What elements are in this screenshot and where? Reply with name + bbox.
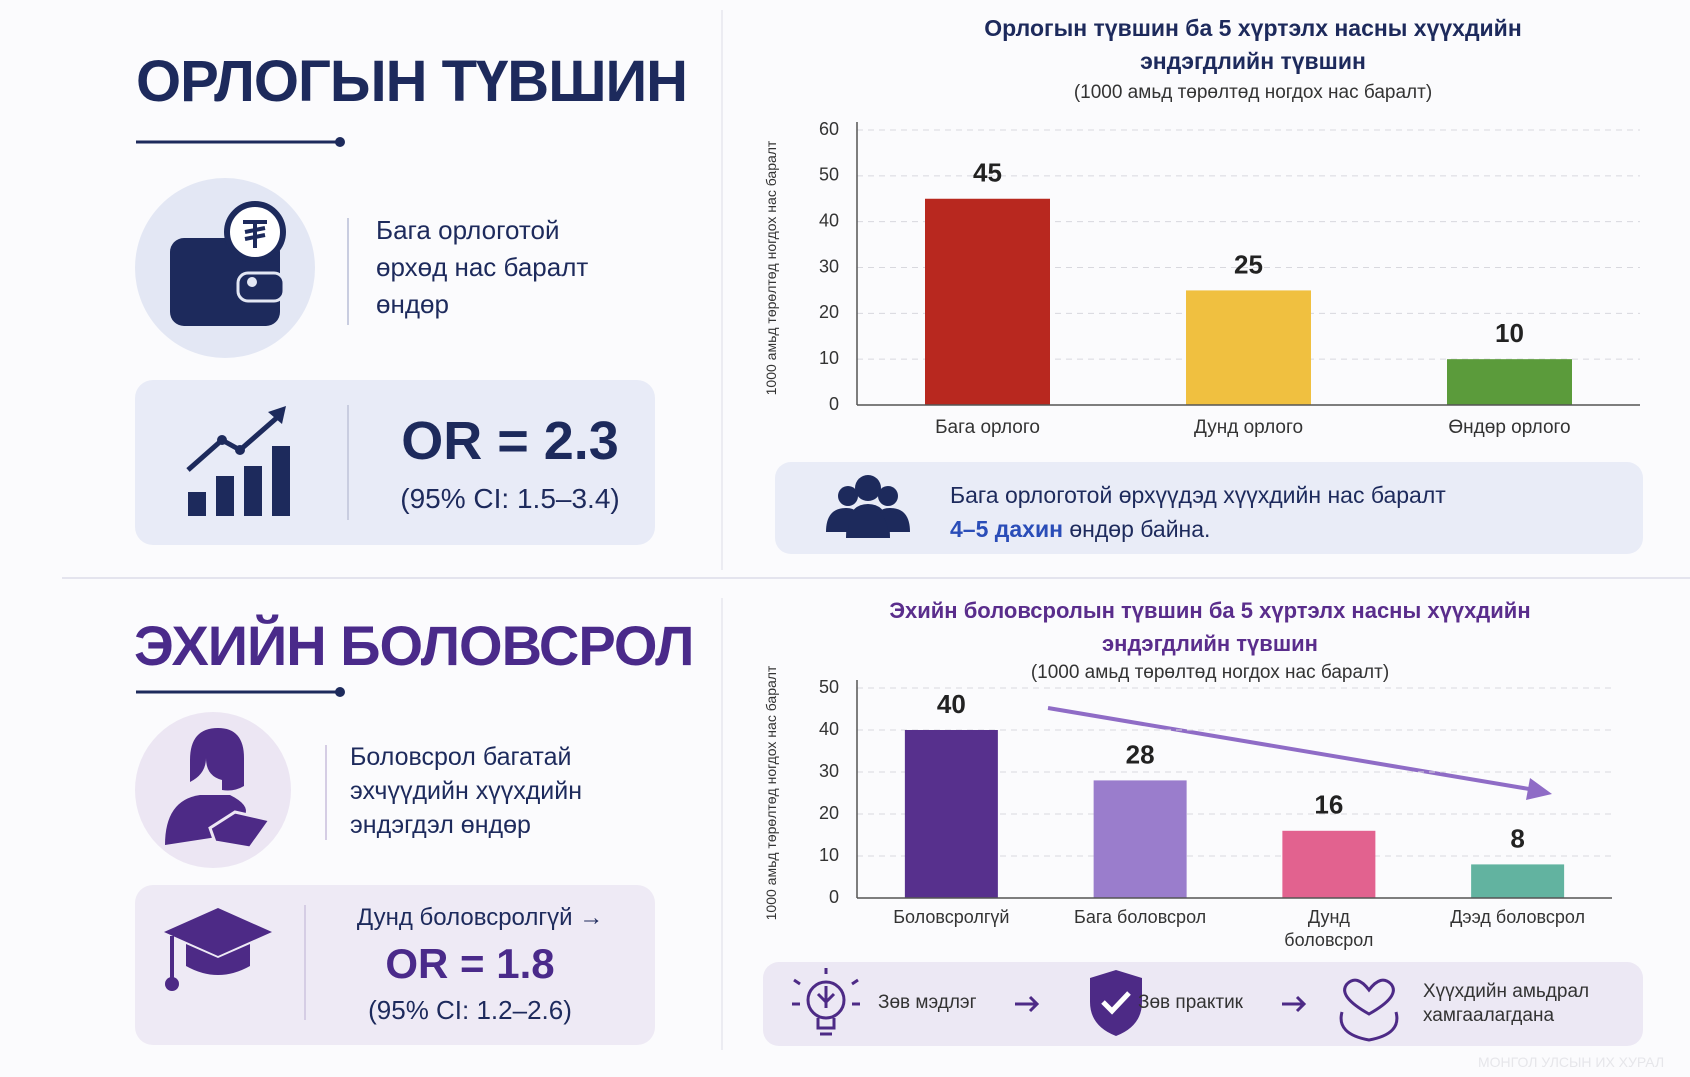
note-highlight: 4–5 дахин	[950, 516, 1063, 542]
bar	[1447, 359, 1572, 405]
flow-step: Хүүхдийн амьдрал хамгаалагдана	[1423, 981, 1590, 1026]
y-tick-label: 0	[829, 394, 839, 414]
y-tick-label: 10	[819, 845, 839, 865]
chart-title: Орлогын түвшин ба 5 хүртэлх насны хүүхди…	[984, 15, 1522, 74]
note-text: өндөр байна.	[1069, 516, 1211, 542]
odds-ratio: OR = 2.3	[401, 411, 619, 471]
x-tick-label: Дээд боловсрол	[1450, 907, 1586, 927]
watermark: МОНГОЛ УЛСЫН ИХ ХУРАЛ	[1478, 1054, 1665, 1070]
value-label: 10	[1495, 318, 1524, 348]
mother-icon	[135, 712, 291, 868]
bar	[1471, 864, 1565, 898]
bar	[1186, 290, 1311, 405]
value-label: 45	[973, 158, 1002, 188]
chart-subtitle: (1000 амьд төрөлтөд ногдох нас баралт)	[1030, 662, 1390, 683]
y-axis-label: 1000 амьд төрөлтөд ногдох нас баралт	[763, 140, 779, 395]
stat-box	[135, 380, 655, 545]
underline-dot	[335, 687, 345, 697]
chart-title: Эхийн боловсролын түвшин ба 5 хүртэлх на…	[889, 598, 1531, 656]
graduation-icon	[164, 908, 272, 991]
y-tick-label: 60	[819, 119, 839, 139]
bar	[1093, 780, 1187, 898]
y-axis-label: 1000 амьд төрөлтөд ногдох нас баралт	[763, 665, 779, 921]
y-tick-label: 20	[819, 302, 839, 322]
stat-box	[135, 885, 655, 1045]
panel-note: Дунд боловсролгүй →	[356, 904, 604, 931]
trend-arrowhead	[1526, 778, 1552, 800]
growth-icon	[186, 406, 290, 516]
confidence-interval: (95% CI: 1.2–2.6)	[368, 995, 572, 1025]
y-tick-label: 40	[819, 719, 839, 739]
flow-box	[763, 962, 1643, 1046]
bar	[904, 730, 998, 898]
value-label: 16	[1314, 790, 1343, 820]
x-tick-label: Боловсролгүй	[893, 907, 1010, 927]
x-tick-label: Дунд боловсрол	[1284, 907, 1374, 950]
flow-step: Зөв мэдлэг	[878, 992, 977, 1013]
x-tick-label: Өндөр орлого	[1448, 417, 1571, 438]
shield-icon	[1090, 970, 1142, 1036]
y-tick-label: 50	[819, 677, 839, 697]
y-tick-label: 50	[819, 165, 839, 185]
chart-subtitle: (1000 амьд төрөлтөд ногдох нас баралт)	[1073, 82, 1433, 103]
bar	[1282, 830, 1376, 898]
note-box	[775, 462, 1643, 554]
note-text: Бага орлоготой өрхүүдэд хүүхдийн нас бар…	[950, 482, 1446, 508]
underline-dot	[335, 137, 345, 147]
bar	[925, 198, 1050, 405]
bulb-icon	[792, 968, 860, 1036]
value-label: 8	[1510, 823, 1524, 853]
y-tick-label: 40	[819, 210, 839, 230]
value-label: 40	[937, 689, 966, 719]
income-note: Бага орлоготой өрхүүдэд хүүхдийн нас бар…	[950, 478, 1610, 546]
x-tick-label: Бага орлого	[935, 417, 1040, 438]
y-tick-label: 10	[819, 348, 839, 368]
y-tick-label: 0	[829, 887, 839, 907]
section-heading: ОРЛОГЫН ТҮВШИН	[136, 49, 688, 114]
trend-arrow	[1047, 706, 1536, 792]
heart-icon	[1339, 978, 1399, 1042]
value-label: 28	[1126, 739, 1155, 769]
confidence-interval: (95% CI: 1.5–3.4)	[400, 483, 620, 514]
value-label: 25	[1234, 249, 1263, 279]
panel-description: Боловсрол багатай эхчүүдийн хүүхдийн энд…	[350, 743, 583, 839]
y-tick-label: 20	[819, 803, 839, 823]
flow-step: Зөв практик	[1138, 992, 1243, 1013]
people-icon	[826, 475, 910, 538]
section-heading: ЭХИЙН БОЛОВСРОЛ	[134, 614, 694, 677]
x-tick-label: Бага боловсрол	[1074, 907, 1207, 927]
y-tick-label: 30	[819, 256, 839, 276]
wallet-icon	[135, 178, 315, 358]
x-tick-label: Дунд орлого	[1193, 417, 1304, 438]
flow-arrows	[1015, 995, 1307, 1013]
odds-ratio: OR = 1.8	[385, 940, 555, 987]
panel-description: Бага орлоготой өрхөд нас баралт өндөр	[376, 215, 589, 319]
y-tick-label: 30	[819, 761, 839, 781]
